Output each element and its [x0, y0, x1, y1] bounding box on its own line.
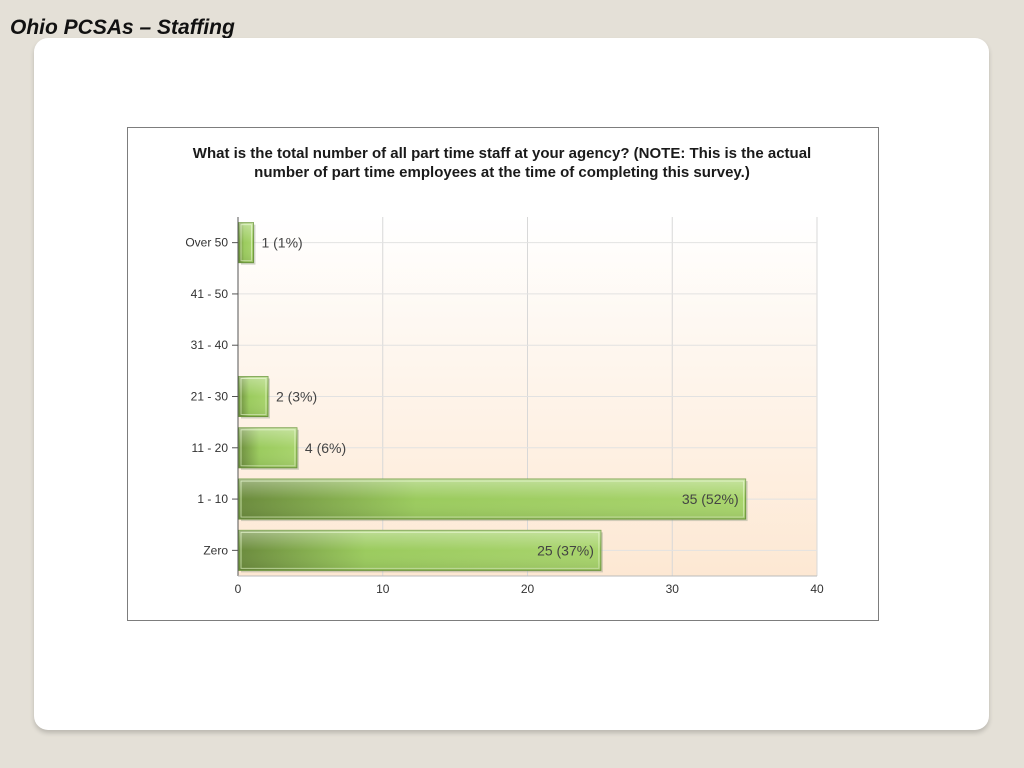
- category-label: Zero: [203, 543, 228, 557]
- data-label: 2 (3%): [276, 389, 317, 405]
- category-label: 1 - 10: [197, 492, 228, 506]
- x-tick-label: 20: [521, 582, 535, 596]
- data-label: 35 (52%): [682, 491, 739, 507]
- bar-shine: [239, 530, 601, 571]
- category-label: Over 50: [185, 236, 228, 250]
- bar-shine: [239, 479, 746, 520]
- x-tick-label: 30: [666, 582, 680, 596]
- chart-title: What is the total number of all part tim…: [192, 145, 812, 181]
- category-label: 11 - 20: [192, 441, 229, 455]
- data-label: 25 (37%): [537, 542, 594, 558]
- x-tick-label: 0: [235, 582, 242, 596]
- bar-shine: [239, 376, 268, 417]
- category-label: 41 - 50: [191, 287, 229, 301]
- slide-title: Ohio PCSAs – Staffing: [10, 16, 235, 39]
- data-label: 1 (1%): [261, 235, 302, 251]
- data-label: 4 (6%): [305, 440, 346, 456]
- bar-shine: [239, 222, 254, 263]
- category-label: 31 - 40: [191, 338, 229, 352]
- category-label: 21 - 30: [191, 390, 229, 404]
- x-tick-label: 10: [376, 582, 390, 596]
- x-tick-label: 40: [810, 582, 824, 596]
- bar-shine: [239, 427, 297, 468]
